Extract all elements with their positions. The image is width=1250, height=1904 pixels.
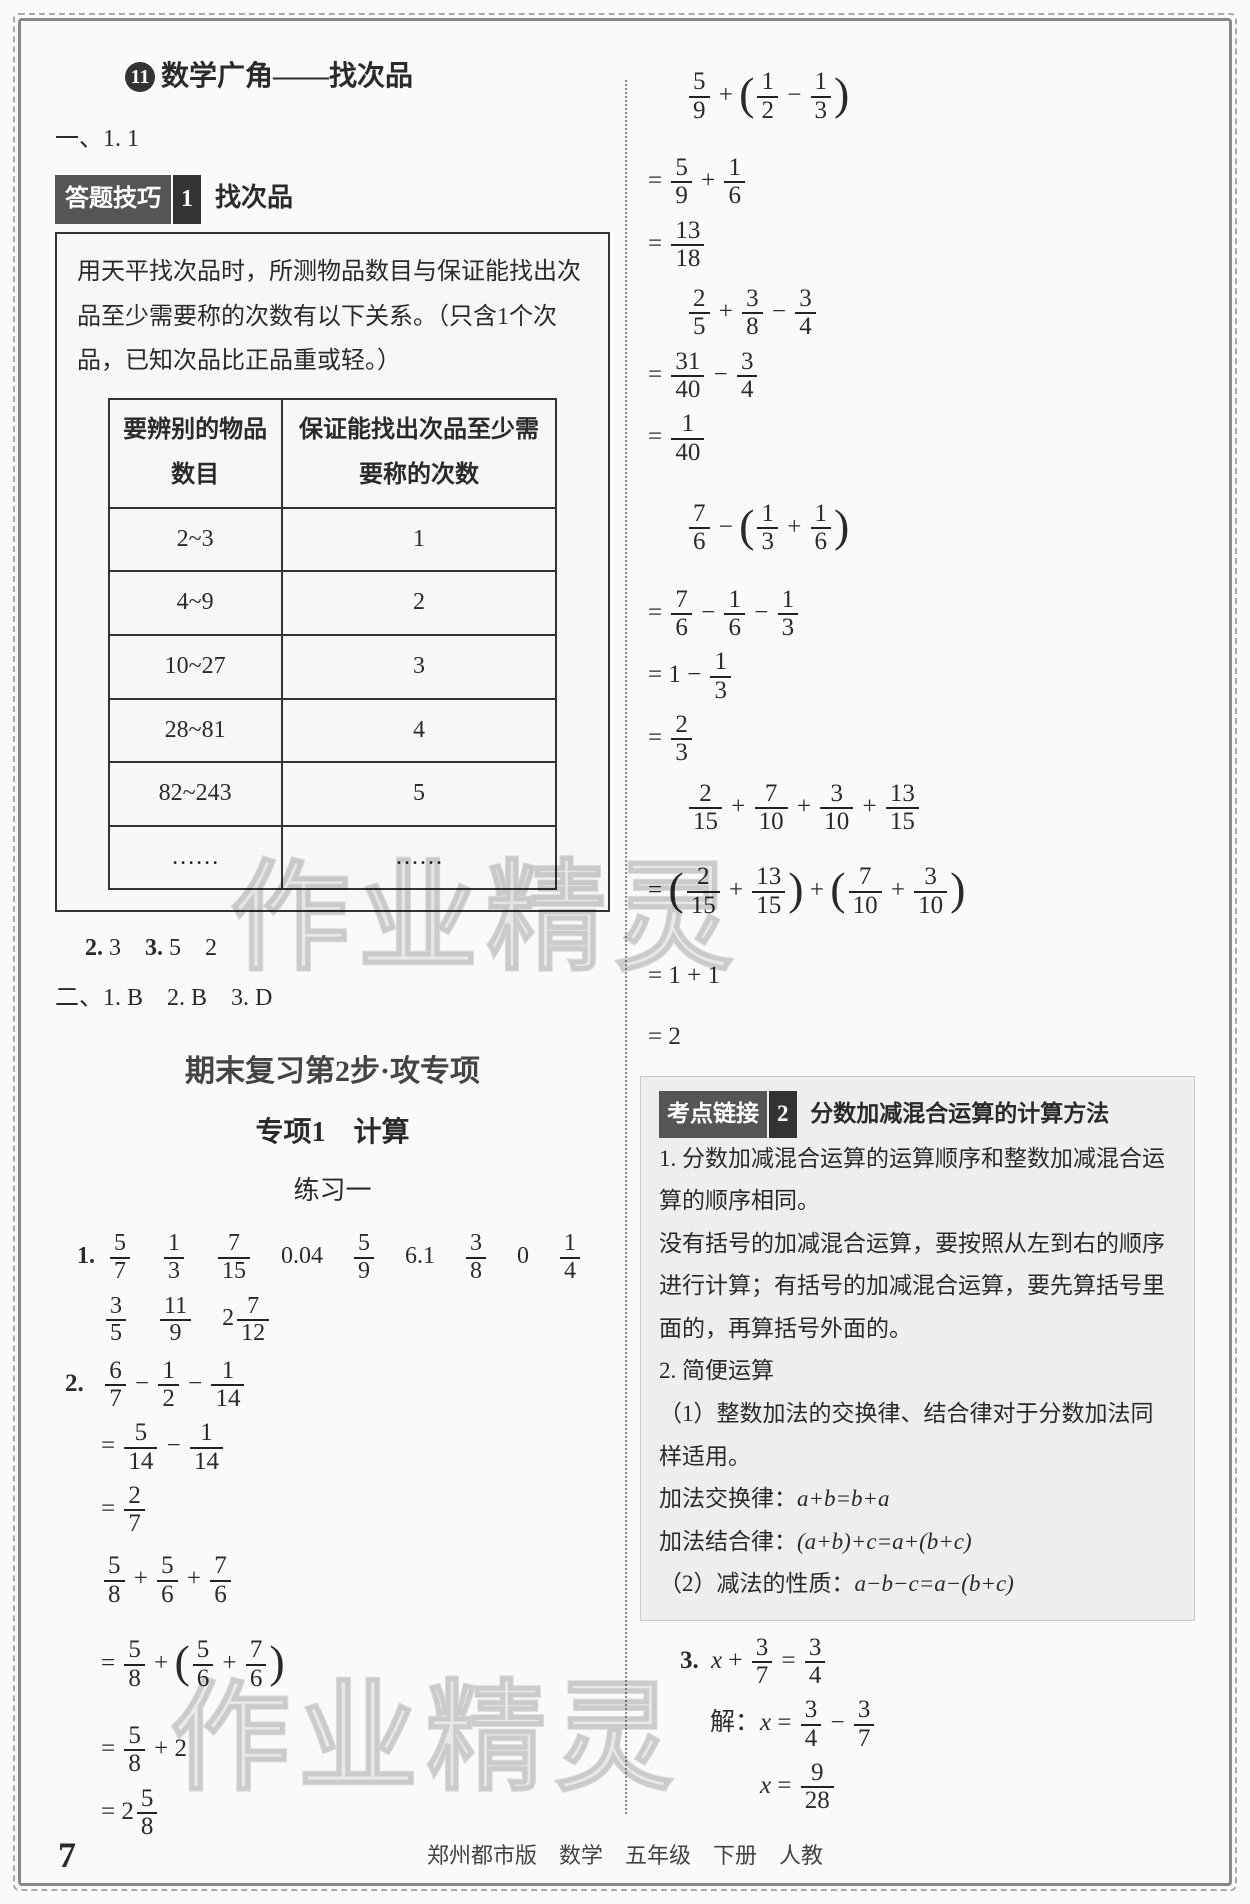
math-g2-2: = 3140 − 34: [640, 347, 1195, 404]
frac: 35: [106, 1294, 126, 1346]
math-g2-3: = 140: [640, 409, 1195, 466]
table-row: 2~31: [109, 508, 557, 572]
info-p1: 1. 分数加减混合运算的运算顺序和整数加减混合运算的顺序相同。: [659, 1138, 1176, 1223]
table-row: 4~92: [109, 571, 557, 635]
chapter-number: 11: [125, 62, 155, 92]
problem-2b-step: = 258: [55, 1784, 610, 1841]
problem-2-step: = 514 − 114: [55, 1418, 610, 1475]
practice-title: 练习一: [55, 1166, 610, 1215]
problem-1: 1. 57 13 715 0.04 59 6.1 38 0 14 35 119 …: [55, 1225, 610, 1350]
math-g4-1: 215 + 710 + 310 + 1315: [640, 779, 1195, 836]
problem-2-step: = 27: [55, 1481, 610, 1538]
skill-header: 答题技巧1 找次品: [55, 173, 610, 225]
table-header-1: 要辨别的物品数目: [109, 399, 282, 508]
table-row: 10~273: [109, 635, 557, 699]
info-box: 考点链接2 分数加减混合运算的计算方法 1. 分数加减混合运算的运算顺序和整数加…: [640, 1076, 1195, 1621]
skill-num: 1: [173, 175, 201, 225]
chapter-text: 数学广角——找次品: [161, 61, 413, 92]
math-g1-2: = 59 + 16: [640, 153, 1195, 210]
frac: 13: [164, 1231, 184, 1283]
frac: 59: [354, 1231, 374, 1283]
table-row: …………: [109, 826, 557, 890]
skill-label: 答题技巧: [55, 175, 171, 225]
right-column: 59 + (12 − 13) = 59 + 16 = 1318 25 + 38 …: [640, 40, 1195, 1874]
info-num: 2: [769, 1091, 797, 1138]
skill-table: 要辨别的物品数目 保证能找出次品至少需要称的次数 2~31 4~92 10~27…: [108, 398, 558, 891]
info-header: 考点链接2 分数加减混合运算的计算方法: [659, 1091, 1176, 1138]
info-name: 分数加减混合运算的计算方法: [810, 1101, 1109, 1126]
math-g4-2: = (215 + 1315) + (710 + 310): [640, 841, 1195, 942]
math-g3-4: = 23: [640, 710, 1195, 767]
skill-box-text: 用天平找次品时，所测物品数目与保证能找出次品至少需要称的次数有以下关系。（只含1…: [77, 250, 588, 383]
footer-text: 郑州都市版 数学 五年级 下册 人教: [0, 1838, 1250, 1870]
info-p2: 没有括号的加减混合运算，要按照从左到右的顺序进行计算；有括号的加减混合运算，要先…: [659, 1223, 1176, 1351]
math-g2-1: 25 + 38 − 34: [640, 284, 1195, 341]
problem-3-eq: 3. x + 37 = 34: [640, 1633, 1195, 1690]
table-row: 28~814: [109, 699, 557, 763]
frac: 14: [560, 1231, 580, 1283]
chapter-title: 11数学广角——找次品: [125, 50, 610, 103]
problem-2b-step: = 58 + (56 + 76): [55, 1614, 610, 1715]
math-g3-1: 76 − (13 + 16): [640, 478, 1195, 579]
problem-2-line1: 2. 67 − 12 − 114: [55, 1356, 610, 1413]
math-g1-3: = 1318: [640, 216, 1195, 273]
info-label: 考点链接: [659, 1091, 767, 1138]
answer-line-2: 2.3 3.5 2: [55, 926, 610, 972]
info-p3: 2. 简便运算: [659, 1350, 1176, 1393]
math-g3-3: = 1 − 13: [640, 647, 1195, 704]
column-divider: [625, 80, 627, 1814]
math-g1-1: 59 + (12 − 13): [640, 46, 1195, 147]
math-g4-3: = 1 + 1: [640, 948, 1195, 1003]
frac: 712: [237, 1294, 269, 1346]
info-p5: 加法交换律：a+b=b+a: [659, 1478, 1176, 1521]
problem-3-sol2: x = 928: [640, 1758, 1195, 1815]
review-sub: 专项1 计算: [55, 1106, 610, 1159]
table-header-2: 保证能找出次品至少需要称的次数: [282, 399, 557, 508]
info-p4: （1）整数加法的交换律、结合律对于分数加法同样适用。: [659, 1393, 1176, 1478]
problem-3-sol1: 解：x = 34 − 37: [640, 1695, 1195, 1752]
problem-2b-line1: 58 + 56 + 76: [55, 1551, 610, 1608]
skill-name: 找次品: [215, 183, 293, 212]
problem-2-leader: 2.: [65, 1370, 84, 1397]
skill-box: 用天平找次品时，所测物品数目与保证能找出次品至少需要称的次数有以下关系。（只含1…: [55, 232, 610, 912]
math-g4-4: = 2: [640, 1009, 1195, 1064]
math-g3-2: = 76 − 16 − 13: [640, 585, 1195, 642]
answer-line-3: 二、1. B 2. B 3. D: [55, 976, 610, 1022]
frac: 57: [110, 1231, 130, 1283]
review-header: 期末复习第2步·攻专项: [55, 1043, 610, 1100]
problem-1-leader: 1.: [77, 1243, 95, 1269]
info-p6: 加法结合律：(a+b)+c=a+(b+c): [659, 1521, 1176, 1564]
answer-line-1: 一、1. 1: [55, 117, 610, 163]
left-column: 11数学广角——找次品 一、1. 1 答题技巧1 找次品 用天平找次品时，所测物…: [55, 40, 610, 1874]
frac: 38: [466, 1231, 486, 1283]
frac: 119: [160, 1294, 191, 1346]
table-row: 82~2435: [109, 762, 557, 826]
problem-3-leader: 3.: [680, 1647, 699, 1674]
info-p7: （2）减法的性质：a−b−c=a−(b+c): [659, 1563, 1176, 1606]
problem-2b-step: = 58 + 2: [55, 1721, 610, 1778]
frac: 715: [218, 1231, 250, 1283]
solution-label: 解：: [710, 1709, 760, 1736]
